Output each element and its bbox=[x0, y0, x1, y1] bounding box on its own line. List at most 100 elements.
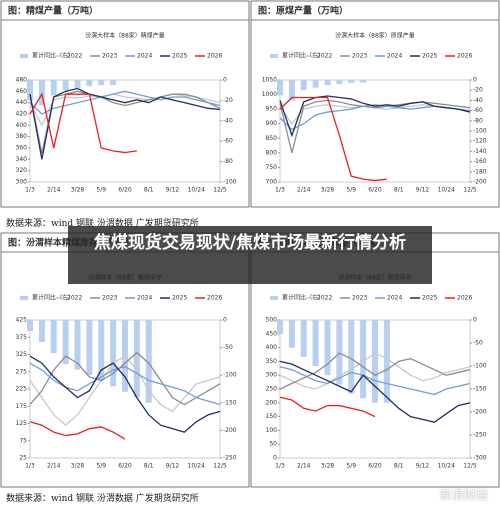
line-series bbox=[279, 360, 471, 423]
y-tick-label: 50 bbox=[269, 441, 277, 448]
line-series bbox=[279, 396, 376, 418]
line-series bbox=[29, 90, 221, 115]
line-series bbox=[279, 352, 471, 390]
legend-label: 2024 bbox=[387, 53, 402, 60]
y2-tick-label: -200 bbox=[223, 427, 237, 434]
x-tick-label: 3/28 bbox=[71, 463, 85, 470]
x-tick-label: 12/5 bbox=[463, 463, 477, 470]
x-tick-label: 5/9 bbox=[96, 463, 106, 470]
chart: 图：汾渭样本原煤库存（万吨）汾渭样本（88家）原煤库存0501001502002… bbox=[250, 232, 500, 488]
x-tick-label: 1/3 bbox=[25, 463, 35, 470]
x-tick-label: 6/20 bbox=[368, 463, 382, 470]
legend-label: 2024 bbox=[137, 53, 152, 60]
bar bbox=[277, 320, 283, 334]
x-tick-label: 6/20 bbox=[118, 187, 132, 194]
y-tick-label: 1000 bbox=[262, 91, 277, 98]
y2-tick-label: -40 bbox=[223, 117, 233, 124]
y-tick-label: 500 bbox=[266, 317, 278, 324]
line-series bbox=[279, 96, 387, 182]
y-tick-label: 75 bbox=[19, 437, 27, 444]
legend-label: 累计同比（右） bbox=[282, 294, 324, 302]
legend-label: 2026 bbox=[207, 53, 222, 60]
x-tick-label: 9/12 bbox=[166, 463, 180, 470]
y2-tick-label: -300 bbox=[473, 455, 487, 462]
legend-label: 2022 bbox=[317, 53, 332, 60]
x-tick-label: 5/9 bbox=[346, 463, 356, 470]
y2-tick-label: -200 bbox=[473, 409, 487, 416]
y-tick-label: 325 bbox=[16, 351, 28, 358]
y-tick-label: 450 bbox=[266, 330, 278, 337]
x-tick-label: 8/1 bbox=[144, 187, 154, 194]
y-tick-label: 1050 bbox=[262, 77, 277, 84]
source-note: 数据来源：wind 钢联 汾渭数据 广发期货研究所 bbox=[6, 494, 199, 504]
y2-tick-label: -160 bbox=[473, 158, 487, 165]
bar bbox=[360, 80, 367, 83]
y2-tick-label: -60 bbox=[473, 107, 483, 114]
legend-label: 2024 bbox=[387, 295, 402, 302]
y2-tick-label: -250 bbox=[223, 455, 237, 462]
bar bbox=[38, 320, 45, 343]
y2-tick-label: -100 bbox=[223, 179, 237, 186]
x-tick-label: 1/3 bbox=[25, 187, 35, 194]
bar bbox=[110, 80, 117, 86]
x-tick-label: 3/28 bbox=[321, 463, 335, 470]
bar bbox=[300, 320, 307, 357]
bar bbox=[336, 80, 343, 85]
y2-tick-label: 0 bbox=[473, 317, 477, 324]
y-tick-label: 0 bbox=[273, 455, 277, 462]
y-tick-label: 900 bbox=[266, 120, 278, 127]
y2-tick-label: -80 bbox=[473, 117, 483, 124]
plot-frame bbox=[279, 79, 471, 183]
y2-tick-label: -100 bbox=[473, 363, 487, 370]
y-tick-label: 320 bbox=[16, 167, 28, 174]
bar bbox=[324, 320, 331, 376]
x-tick-label: 12/5 bbox=[463, 187, 477, 194]
x-tick-label: 10/24 bbox=[438, 187, 455, 194]
x-tick-label: 2/14 bbox=[297, 463, 311, 470]
y2-tick-label: -150 bbox=[473, 386, 487, 393]
y-tick-label: 480 bbox=[16, 77, 28, 84]
y-tick-label: 750 bbox=[266, 164, 278, 171]
chart: 图：精煤产量（万吨） 汾渭大样本（88家）精煤产量 300 320 340 360 380 4… bbox=[0, 0, 250, 208]
bar bbox=[312, 80, 319, 88]
legend-swatch bbox=[270, 54, 278, 58]
y2-tick-label: -50 bbox=[223, 344, 233, 351]
y-tick-label: 125 bbox=[16, 420, 28, 427]
legend-label: 2025 bbox=[172, 53, 187, 60]
x-tick-label: 1/3 bbox=[275, 463, 285, 470]
bar bbox=[27, 320, 33, 332]
watermark: 新浪财经 bbox=[439, 488, 488, 502]
panel-frame bbox=[250, 0, 500, 208]
line-series bbox=[29, 92, 137, 154]
y-tick-label: 300 bbox=[16, 179, 28, 186]
x-tick-label: 8/1 bbox=[394, 463, 404, 470]
x-tick-label: 2/14 bbox=[47, 463, 61, 470]
x-tick-label: 3/28 bbox=[71, 187, 85, 194]
y-tick-label: 420 bbox=[16, 111, 28, 118]
y-tick-label: 350 bbox=[266, 358, 278, 365]
bar bbox=[50, 80, 57, 96]
legend-label: 累计同比（右） bbox=[32, 294, 74, 302]
legend-swatch bbox=[20, 296, 28, 300]
y2-tick-label: -50 bbox=[473, 340, 483, 347]
legend-label: 2025 bbox=[172, 295, 187, 302]
y2-tick-label: -40 bbox=[473, 97, 483, 104]
line-series bbox=[29, 355, 221, 433]
y-tick-label: 950 bbox=[266, 106, 278, 113]
y-tick-label: 360 bbox=[16, 145, 28, 152]
y2-tick-label: -80 bbox=[223, 158, 233, 165]
y-tick-label: 375 bbox=[16, 334, 28, 341]
bar bbox=[348, 320, 355, 394]
legend-label: 2023 bbox=[352, 295, 367, 302]
legend-label: 累计同比（右） bbox=[282, 52, 324, 60]
y-tick-label: 340 bbox=[16, 156, 28, 163]
chart-subtitle: 汾渭大样本（88家）精煤产量 bbox=[85, 32, 165, 40]
bar bbox=[360, 320, 367, 399]
legend-label: 2023 bbox=[102, 295, 117, 302]
y-tick-label: 380 bbox=[16, 133, 28, 140]
legend-label: 2026 bbox=[457, 53, 472, 60]
y-tick-label: 800 bbox=[266, 149, 278, 156]
x-tick-label: 9/12 bbox=[166, 187, 180, 194]
legend-label: 2023 bbox=[352, 53, 367, 60]
